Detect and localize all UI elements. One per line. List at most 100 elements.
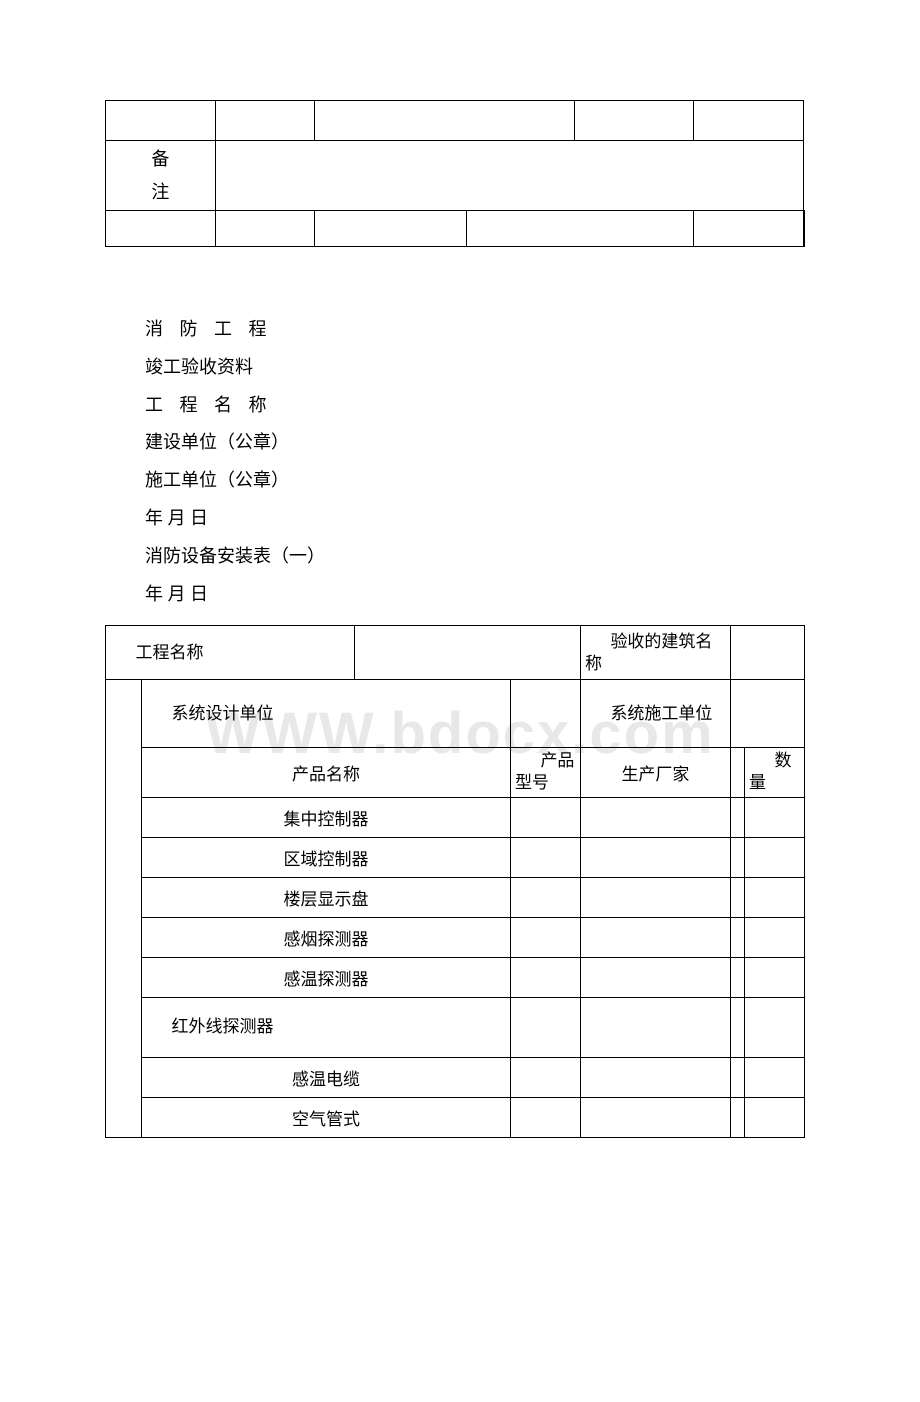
page-content: 备注 消 防 工 程 竣工验收资料 工 程 名 称 建设单位（公章） 施工 [0, 100, 920, 1138]
construct-unit-label: 系统施工单位 [585, 703, 726, 725]
quantity-cell [745, 877, 805, 917]
table-row: 红外线探测器 [106, 997, 805, 1057]
header-row-2: 系统设计单位 系统施工单位 [106, 680, 805, 748]
quantity-cell [745, 1097, 805, 1137]
remark-label-cell: 备注 [106, 141, 216, 211]
product-model-cell [510, 917, 580, 957]
product-name-cell: 感温探测器 [142, 957, 511, 997]
cell-empty [804, 211, 805, 247]
product-name-cell: 集中控制器 [142, 797, 511, 837]
product-name-cell: 感烟探测器 [142, 917, 511, 957]
product-name-cell: 红外线探测器 [142, 997, 511, 1057]
text-line-7: 消防设备安装表（一） [145, 538, 920, 576]
product-name-cell: 空气管式 [142, 1097, 511, 1137]
table-row: 空气管式 [106, 1097, 805, 1137]
blank-cell [730, 877, 744, 917]
manufacturer-cell [580, 917, 730, 957]
cell-empty [106, 211, 216, 247]
blank-cell [730, 997, 744, 1057]
bottom-table: 工程名称 验收的建筑名称 系统设计单位 系统施工单位 产品名称 产品型号 生 [105, 625, 805, 1137]
table-row: 感烟探测器 [106, 917, 805, 957]
table-row: 集中控制器 [106, 797, 805, 837]
quantity-header-cell: 数量 [745, 748, 805, 797]
remark-value-cell [215, 141, 803, 211]
blank-cell [730, 837, 744, 877]
product-model-cell [510, 1057, 580, 1097]
quantity-header: 数量 [749, 750, 800, 794]
cell-empty [315, 211, 694, 247]
product-name-cell: 楼层显示盘 [142, 877, 511, 917]
construct-unit-value [730, 680, 804, 748]
accept-building-label: 验收的建筑名称 [585, 631, 726, 675]
product-model-cell [510, 837, 580, 877]
cell-empty [315, 101, 574, 141]
cell-empty [467, 211, 694, 246]
text-block: 消 防 工 程 竣工验收资料 工 程 名 称 建设单位（公章） 施工单位（公章）… [145, 311, 920, 613]
design-unit-value [510, 680, 580, 748]
quantity-cell [745, 957, 805, 997]
text-line-5: 施工单位（公章） [145, 462, 920, 500]
blank-cell [730, 1057, 744, 1097]
product-model-cell [510, 957, 580, 997]
cell-empty [215, 211, 315, 247]
table-row [106, 101, 805, 141]
design-unit-label: 系统设计单位 [146, 703, 506, 725]
remark-row: 备注 [106, 141, 805, 211]
quantity-cell [745, 837, 805, 877]
blank-cell [730, 797, 744, 837]
cell-empty [694, 211, 804, 247]
manufacturer-cell [580, 1057, 730, 1097]
manufacturer-cell [580, 957, 730, 997]
quantity-cell [745, 797, 805, 837]
product-model-cell [510, 997, 580, 1057]
manufacturer-cell [580, 997, 730, 1057]
text-line-6: 年 月 日 [145, 500, 920, 538]
project-name-value [354, 626, 580, 680]
manufacturer-cell [580, 1097, 730, 1137]
product-model-header-cell: 产品型号 [510, 748, 580, 797]
product-model-header: 产品型号 [515, 750, 576, 794]
product-name-cell: 感温电缆 [142, 1057, 511, 1097]
remark-label: 备注 [151, 149, 169, 201]
blank-cell [730, 1097, 744, 1137]
table-row [106, 211, 805, 247]
cell-empty [694, 101, 804, 141]
project-name-label-cell: 工程名称 [106, 626, 355, 680]
quantity-cell [745, 1057, 805, 1097]
manufacturer-cell [580, 797, 730, 837]
text-line-1: 消 防 工 程 [145, 311, 920, 349]
cell-empty [574, 101, 694, 141]
product-name-cell: 区域控制器 [142, 837, 511, 877]
table-row: 区域控制器 [106, 837, 805, 877]
text-line-8: 年 月 日 [145, 576, 920, 614]
top-table: 备注 [105, 100, 805, 247]
quantity-cell [745, 917, 805, 957]
blank-cell [730, 917, 744, 957]
accept-building-label-cell: 验收的建筑名称 [580, 626, 730, 680]
product-model-cell [510, 1097, 580, 1137]
header-row-1: 工程名称 验收的建筑名称 [106, 626, 805, 680]
text-line-3: 工 程 名 称 [145, 387, 920, 425]
manufacturer-cell [580, 837, 730, 877]
design-unit-label-cell: 系统设计单位 [142, 680, 511, 748]
table-row: 楼层显示盘 [106, 877, 805, 917]
table-row: 感温探测器 [106, 957, 805, 997]
accept-building-value [730, 626, 804, 680]
manufacturer-header: 生产厂家 [580, 748, 730, 797]
blank-header [730, 748, 744, 797]
manufacturer-cell [580, 877, 730, 917]
quantity-cell [745, 997, 805, 1057]
text-line-4: 建设单位（公章） [145, 424, 920, 462]
column-header-row: 产品名称 产品型号 生产厂家 数量 [106, 748, 805, 797]
cell-empty [106, 101, 216, 141]
product-name-text: 红外线探测器 [146, 1015, 506, 1039]
project-name-label: 工程名称 [110, 642, 350, 664]
construct-unit-label-cell: 系统施工单位 [580, 680, 730, 748]
text-line-2: 竣工验收资料 [145, 349, 920, 387]
table-row: 感温电缆 [106, 1057, 805, 1097]
cell-empty [315, 211, 466, 246]
product-name-header: 产品名称 [142, 748, 511, 797]
product-model-cell [510, 877, 580, 917]
side-column [106, 680, 142, 1137]
cell-empty [215, 101, 315, 141]
